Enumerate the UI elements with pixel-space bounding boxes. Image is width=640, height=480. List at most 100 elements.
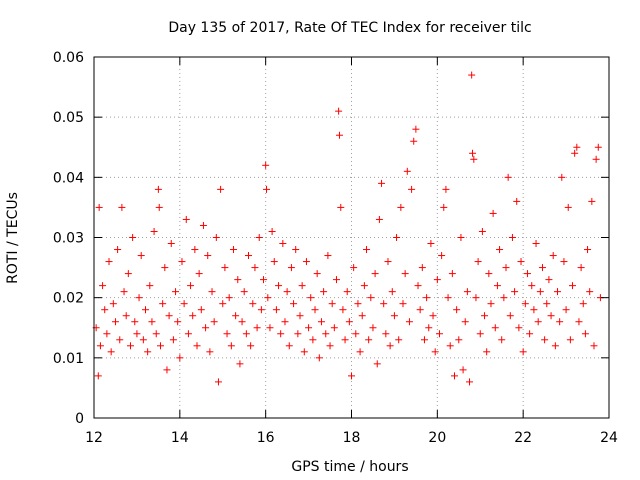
data-point [418,264,426,272]
data-point [399,300,407,308]
data-point [307,294,315,302]
data-point [403,167,411,175]
data-point [463,288,471,296]
data-point [356,348,364,356]
x-tick-label: 14 [171,430,189,446]
data-point [197,306,205,314]
data-point [129,234,137,241]
data-point [223,330,231,338]
data-point [302,258,310,266]
data-point [335,107,343,115]
data-point [581,330,589,338]
chart-title: Day 135 of 2017, Rate Of TEC Index for r… [168,20,531,36]
data-point [95,203,103,211]
data-point [238,318,246,326]
data-point [442,185,450,193]
data-point [283,288,291,296]
data-point [155,203,163,211]
data-point [446,342,454,350]
data-point [526,330,534,338]
data-point [384,258,392,266]
data-point [142,306,149,314]
data-point [575,318,583,326]
data-point [534,318,542,326]
data-point [493,282,501,290]
data-point [300,348,308,356]
data-point [144,348,152,356]
data-point [352,330,360,338]
data-point [360,282,368,290]
data-point [521,300,529,308]
data-point [292,246,300,254]
data-point [309,336,317,344]
data-point [322,330,330,338]
data-point [431,348,439,356]
data-point [163,366,171,374]
data-point [558,173,566,181]
data-point [182,215,190,223]
data-point [367,294,375,302]
data-point [485,270,493,278]
data-point [457,234,465,241]
y-tick-label: 0 [75,411,84,427]
data-point [103,330,111,338]
data-point [260,276,268,284]
data-point [571,149,579,157]
data-point [498,336,506,344]
data-point [208,288,216,296]
data-point [584,246,592,254]
data-point [305,324,313,332]
data-point [543,300,551,308]
data-point [451,372,458,380]
data-point [481,312,489,320]
data-point [363,246,371,254]
data-point [199,221,207,229]
data-point [444,294,452,302]
data-point [423,294,431,302]
data-point [440,203,448,211]
data-point [468,71,476,79]
data-point [294,330,302,338]
data-point [217,185,225,193]
data-point [257,306,265,314]
data-point [371,270,379,278]
data-point [560,258,568,266]
data-point [135,294,143,302]
x-tick-label: 24 [600,430,618,446]
data-point [255,234,263,241]
data-points [92,71,604,386]
data-point [195,270,203,278]
data-point [202,324,210,332]
data-point [296,312,304,320]
data-point [547,312,555,320]
data-point [496,246,504,254]
data-point [536,288,544,296]
data-point [116,336,124,344]
data-point [545,276,553,284]
data-point [251,264,259,272]
data-point [245,252,252,260]
data-point [262,161,270,169]
data-point [378,179,386,187]
data-point [405,318,413,326]
data-point [397,203,405,211]
data-point [416,306,424,314]
data-point [159,300,167,308]
data-point [337,203,345,211]
data-point [320,288,328,296]
grid [94,57,609,418]
data-point [491,324,499,332]
data-point [187,282,195,290]
data-point [191,246,199,254]
data-point [472,294,480,302]
data-point [122,312,130,320]
data-point [193,342,201,350]
data-point [487,300,495,308]
data-point [111,318,119,326]
data-point [395,336,403,344]
data-point [242,330,250,338]
data-point [148,318,156,326]
data-point [317,318,325,326]
data-point [476,330,484,338]
